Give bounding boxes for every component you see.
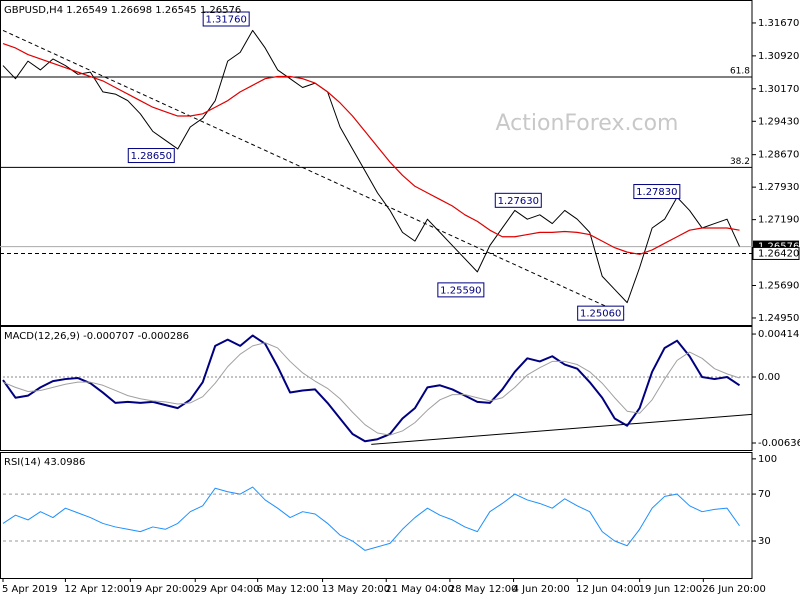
annotation-label: 1.28650 — [131, 151, 172, 162]
x-tick-label: 4 Jun 20:00 — [513, 584, 570, 595]
panel-frame — [0, 326, 753, 451]
series-line — [2, 43, 740, 255]
y-tick-label: 70 — [758, 489, 771, 500]
x-tick-label: 19 Jun 12:00 — [639, 584, 703, 595]
x-tick-label: 12 Jun 04:00 — [576, 584, 640, 595]
x-tick-label: 5 Apr 2019 — [2, 584, 57, 595]
x-tick-label: 21 May 04:00 — [385, 584, 454, 595]
y-tick-label: 100 — [758, 454, 777, 465]
x-tick-label: 28 May 12:00 — [449, 584, 518, 595]
y-tick-label: 0.004141 — [758, 329, 800, 340]
y-tick-label: 1.31670 — [758, 18, 799, 29]
panel-title: GBPUSD,H4 1.26549 1.26698 1.26545 1.2657… — [4, 5, 241, 16]
fib-label: 61.8 — [730, 66, 750, 76]
y-tick-label: 1.28670 — [758, 150, 799, 161]
annotation-box — [577, 305, 625, 321]
x-tick-label: 6 May 12:00 — [257, 584, 319, 595]
annotation-box — [494, 192, 542, 208]
annotation-label: 1.27630 — [498, 196, 539, 207]
y-tick-label: 1.27190 — [758, 215, 799, 226]
y-tick-label: 1.25690 — [758, 280, 799, 291]
x-tick-label: 12 Apr 12:00 — [64, 584, 129, 595]
y-tick-label: 0.00 — [758, 372, 780, 383]
annotation-box — [202, 11, 250, 27]
series-line — [2, 29, 740, 304]
y-tick-label: 1.30170 — [758, 84, 799, 95]
trendline — [2, 29, 625, 316]
x-tick-label: 26 Jun 20:00 — [702, 584, 766, 595]
x-tick-label: 19 Apr 20:00 — [129, 584, 194, 595]
x-tick-label: 13 May 20:00 — [322, 584, 391, 595]
support-box — [752, 246, 800, 260]
trendline — [371, 413, 753, 445]
annotation-box — [633, 184, 681, 200]
annotation-box — [437, 282, 485, 298]
series-line — [2, 342, 740, 436]
fib-label: 38.2 — [730, 157, 750, 167]
watermark: ActionForex.com — [496, 111, 679, 136]
y-tick-label: 30 — [758, 536, 771, 547]
annotation-label: 1.25590 — [440, 285, 481, 296]
panel-title: RSI(14) 43.0986 — [4, 457, 85, 468]
series-line — [2, 486, 740, 551]
support-label: 1.26420 — [758, 248, 799, 259]
y-tick-label: 1.27930 — [758, 182, 799, 193]
annotation-label: 1.25060 — [580, 309, 621, 320]
y-tick-label: 1.30920 — [758, 51, 799, 62]
annotation-label: 1.31760 — [205, 15, 246, 26]
annotation-box — [127, 148, 175, 164]
y-tick-label: -0.006365 — [758, 438, 800, 449]
y-tick-label: 1.24950 — [758, 313, 799, 324]
x-tick-label: 29 Apr 04:00 — [194, 584, 259, 595]
series-line — [2, 334, 741, 443]
y-tick-label: 1.29430 — [758, 116, 799, 127]
panel-title: MACD(12,26,9) -0.000707 -0.000286 — [4, 331, 189, 342]
annotation-label: 1.27830 — [636, 187, 677, 198]
panel-frame — [0, 0, 753, 326]
panel-frame — [0, 452, 753, 579]
